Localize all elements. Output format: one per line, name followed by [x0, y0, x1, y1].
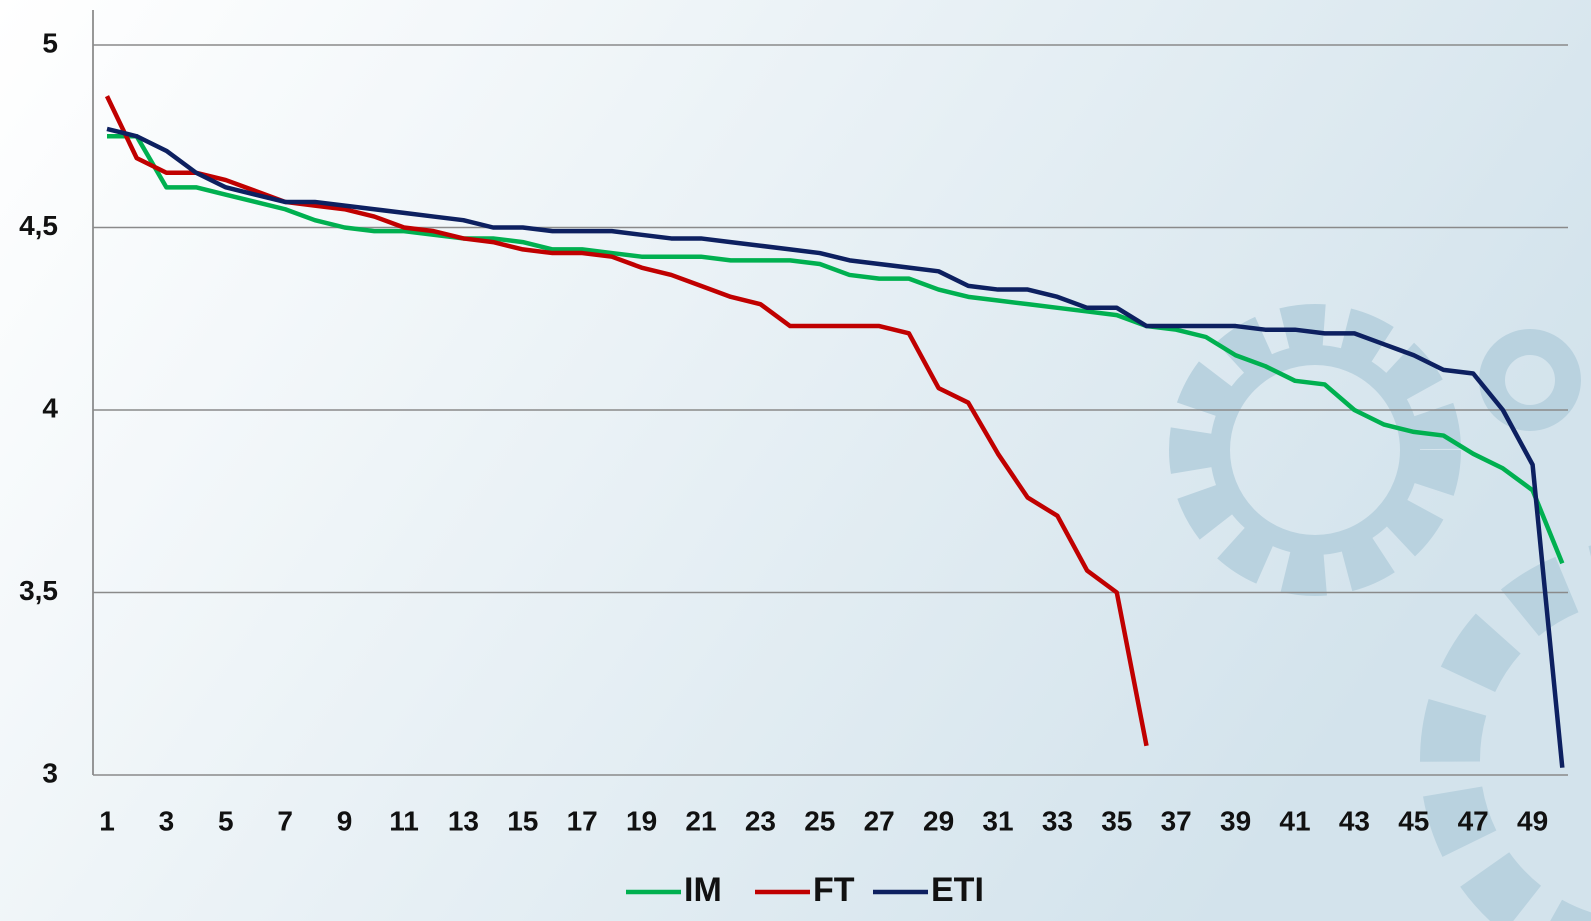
- series-line: [107, 134, 1565, 565]
- x-tick-label: 7: [277, 805, 293, 836]
- gear-watermark: [1420, 545, 1591, 921]
- gear-watermark: [1169, 304, 1461, 596]
- y-tick-label: 4: [42, 392, 58, 423]
- x-tick-label: 45: [1398, 805, 1429, 836]
- x-tick-label: 5: [218, 805, 234, 836]
- gear-watermark: [1210, 345, 1420, 555]
- x-tick-label: 27: [864, 805, 895, 836]
- x-tick-label: 11: [389, 805, 419, 836]
- legend-label: FT: [813, 871, 855, 909]
- x-tick-label: 31: [982, 805, 1013, 836]
- x-tick-label: 23: [745, 805, 776, 836]
- x-tick-label: 39: [1220, 805, 1251, 836]
- series-line: [106, 126, 1565, 768]
- legend-label: ETI: [931, 871, 984, 909]
- x-tick-label: 19: [626, 805, 657, 836]
- y-tick-label: 4,5: [19, 210, 58, 241]
- x-tick-label: 17: [567, 805, 598, 836]
- x-tick-label: 3: [159, 805, 175, 836]
- x-tick-label: 47: [1458, 805, 1489, 836]
- x-tick-label: 13: [448, 805, 479, 836]
- x-tick-label: 9: [337, 805, 353, 836]
- legend-label: IM: [684, 871, 722, 909]
- x-tick-label: 15: [507, 805, 538, 836]
- x-tick-label: 25: [804, 805, 835, 836]
- x-tick-label: 35: [1101, 805, 1132, 836]
- x-tick-label: 33: [1042, 805, 1073, 836]
- x-tick-label: 29: [923, 805, 954, 836]
- gear-watermark: [1479, 329, 1581, 431]
- x-tick-label: 41: [1279, 805, 1310, 836]
- y-tick-label: 3: [42, 757, 58, 788]
- x-tick-label: 37: [1161, 805, 1192, 836]
- y-tick-label: 5: [42, 27, 58, 58]
- x-tick-label: 1: [99, 805, 115, 836]
- x-tick-label: 49: [1517, 805, 1548, 836]
- y-tick-label: 3,5: [19, 575, 58, 606]
- x-tick-label: 43: [1339, 805, 1370, 836]
- x-tick-label: 21: [685, 805, 716, 836]
